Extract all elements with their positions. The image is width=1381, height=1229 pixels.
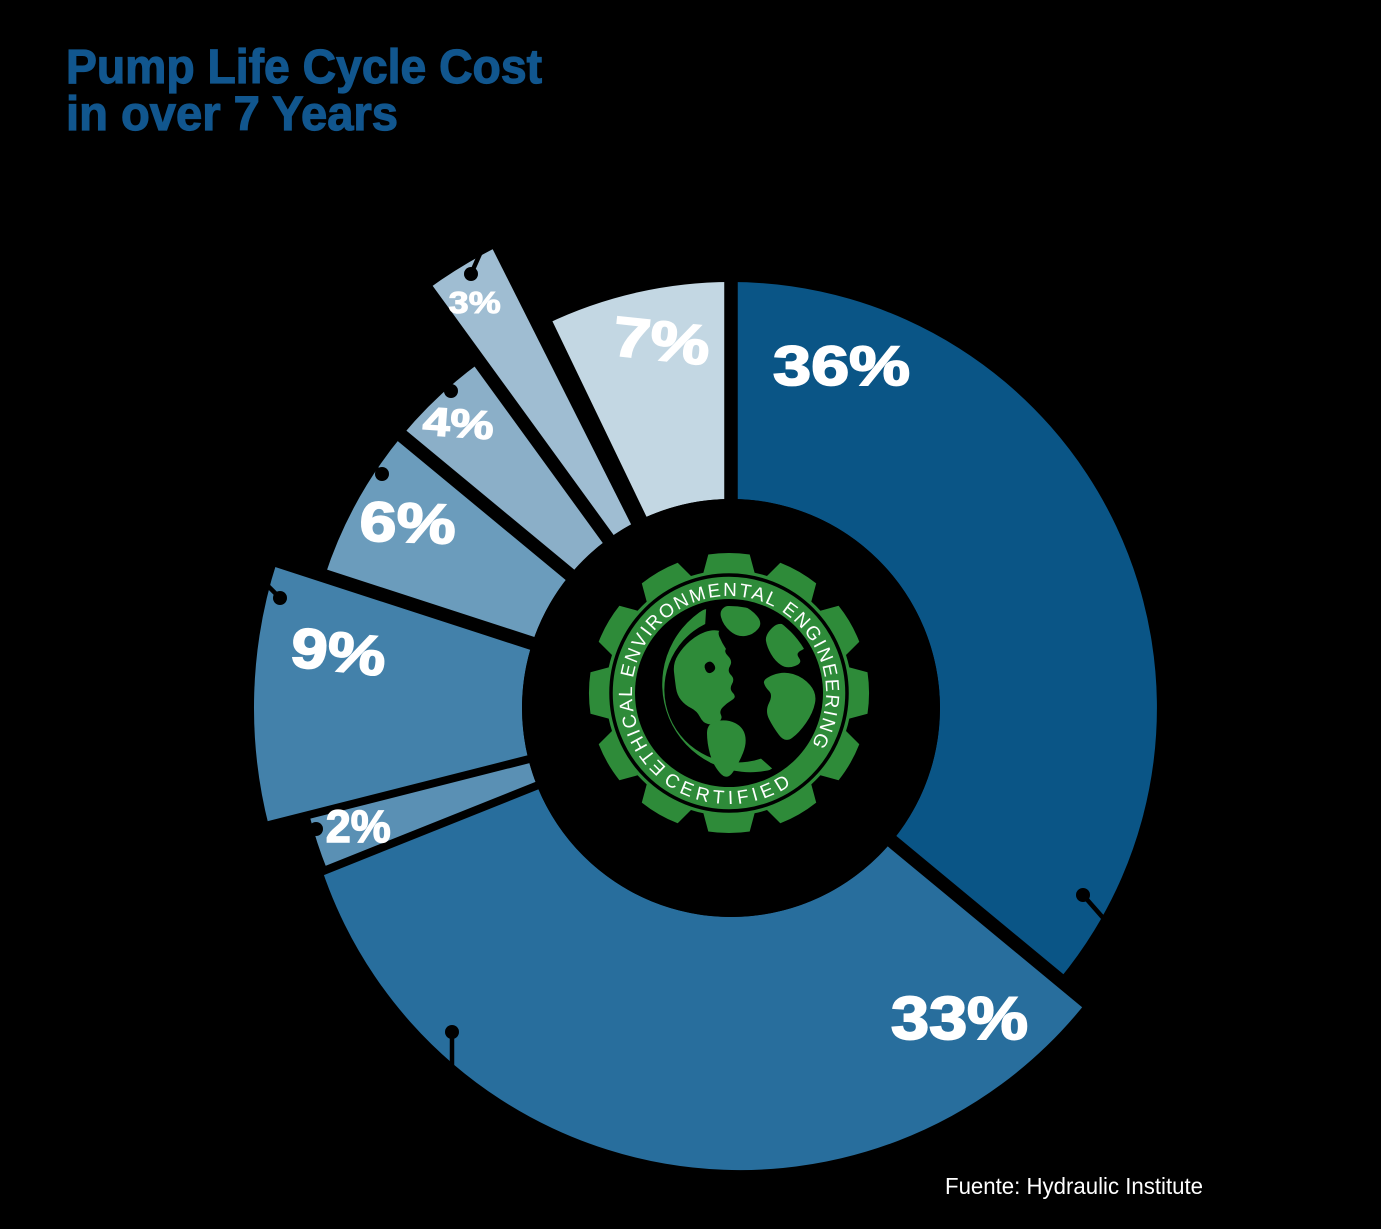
svg-text:6%: 6%: [359, 489, 457, 555]
svg-text:4%: 4%: [421, 400, 495, 449]
svg-text:3%: 3%: [449, 285, 501, 320]
svg-text:2%: 2%: [326, 801, 391, 852]
svg-text:7%: 7%: [610, 304, 713, 377]
svg-text:33%: 33%: [891, 985, 1028, 1052]
svg-text:Pump Life Cycle Cost: Pump Life Cycle Cost: [66, 41, 542, 94]
svg-text:Fuente: Hydraulic Institute: Fuente: Hydraulic Institute: [945, 1173, 1203, 1199]
svg-text:36%: 36%: [773, 334, 910, 397]
svg-text:in over 7 Years: in over 7 Years: [66, 88, 398, 141]
svg-text:9%: 9%: [288, 615, 389, 688]
